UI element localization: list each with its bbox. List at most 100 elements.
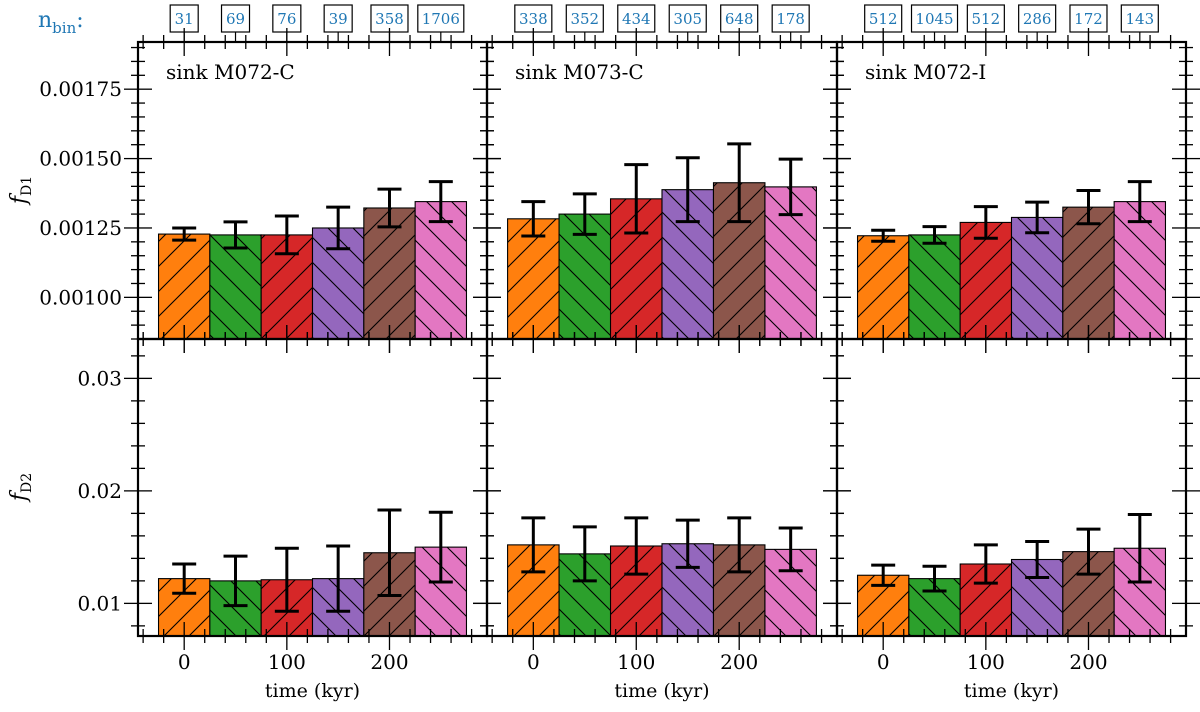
bar bbox=[558, 553, 612, 637]
error-bar bbox=[727, 516, 752, 574]
nbin-label: nbin: bbox=[38, 8, 84, 37]
nbin-box: 434 bbox=[617, 4, 656, 42]
nbin-box: 1045 bbox=[910, 4, 959, 42]
error-bar bbox=[521, 200, 546, 238]
x-tick-label: 100 bbox=[967, 650, 1005, 674]
bar-hatch bbox=[1113, 547, 1167, 637]
error-bar bbox=[778, 526, 803, 573]
bar bbox=[712, 544, 766, 637]
y-tick-label: 0.02 bbox=[77, 479, 122, 503]
nbin-value: 172 bbox=[1074, 10, 1103, 28]
nbin-box-frame bbox=[910, 4, 959, 33]
y-tick-label: 0.01 bbox=[77, 591, 122, 615]
error-bar bbox=[727, 142, 752, 224]
bar-hatch bbox=[1010, 216, 1064, 340]
y-tick-label: 0.00150 bbox=[39, 147, 122, 171]
nbin-box: 39 bbox=[323, 4, 353, 42]
panel-fD1-1: sink M073-C bbox=[473, 28, 851, 353]
error-bar bbox=[521, 516, 546, 574]
error-bar bbox=[778, 157, 803, 217]
error-bar bbox=[1127, 180, 1152, 224]
bar bbox=[507, 218, 560, 340]
x-tick-label: 100 bbox=[617, 650, 655, 674]
nbin-value: 648 bbox=[725, 10, 754, 28]
nbin-box-frame bbox=[864, 4, 903, 33]
nbin-box: 338 bbox=[514, 4, 553, 42]
nbin-box-frame bbox=[1120, 4, 1159, 33]
error-bar bbox=[572, 192, 597, 236]
bar-hatch bbox=[908, 234, 961, 340]
error-bar bbox=[871, 563, 896, 587]
bar bbox=[764, 548, 817, 637]
error-bar bbox=[871, 228, 896, 243]
panel-title: sink M073-C bbox=[515, 60, 644, 84]
nbin-value: 434 bbox=[622, 10, 651, 28]
error-bar bbox=[377, 187, 402, 229]
nbin-value: 39 bbox=[329, 10, 348, 28]
panel-fD2-1 bbox=[473, 325, 851, 650]
y-axis-label-sub: D2 bbox=[19, 473, 35, 493]
panel-fD2-2 bbox=[823, 325, 1200, 650]
bar bbox=[414, 201, 468, 340]
bar-hatch bbox=[1113, 201, 1167, 340]
nbin-value: 358 bbox=[375, 10, 404, 28]
x-axis-label: time (kyr) bbox=[964, 680, 1059, 702]
bar-hatch bbox=[414, 201, 468, 340]
y-tick-label: 0.00125 bbox=[39, 216, 122, 240]
nbin-box: 305 bbox=[668, 4, 707, 42]
bar bbox=[414, 546, 468, 637]
x-tick-label: 200 bbox=[720, 650, 758, 674]
panel-title: sink M072-C bbox=[166, 60, 295, 84]
nbin-value: 512 bbox=[972, 10, 1001, 28]
error-bar bbox=[922, 564, 947, 593]
bar bbox=[558, 213, 612, 340]
bar-hatch bbox=[209, 234, 262, 340]
nbin-value: 69 bbox=[226, 10, 245, 28]
nbin-box-frame bbox=[370, 4, 409, 33]
error-bar bbox=[675, 156, 700, 224]
x-axis-labels: 0 100 200 time (kyr) 0 100 200 time (kyr) 0 100 20… bbox=[178, 650, 1108, 702]
bar-hatch bbox=[856, 235, 910, 340]
x-tick-label: 0 bbox=[527, 650, 540, 674]
x-tick-label: 0 bbox=[178, 650, 191, 674]
nbin-box: 358 bbox=[370, 4, 409, 42]
error-bar bbox=[274, 546, 299, 613]
panel-fD1-2: sink M072-I bbox=[823, 28, 1200, 353]
nbin-value: 286 bbox=[1023, 10, 1052, 28]
panels: 0.00100 0.00125 0.00150 0.00175 sink M072-C 0… bbox=[39, 28, 1200, 650]
y-tick-label: 0.03 bbox=[77, 366, 122, 390]
nbin-value: 512 bbox=[869, 10, 898, 28]
nbin-box-frame bbox=[417, 4, 465, 33]
error-bar bbox=[428, 180, 453, 224]
error-bar bbox=[675, 518, 700, 569]
nbin-box-frame bbox=[1018, 4, 1057, 33]
y-tick-label: 0.00175 bbox=[39, 77, 122, 101]
y-tick-label: 0.00100 bbox=[39, 285, 122, 309]
nbin-box: 648 bbox=[720, 4, 759, 42]
nbin-box: 172 bbox=[1069, 4, 1108, 42]
error-bar bbox=[973, 205, 998, 240]
nbin-box: 178 bbox=[771, 4, 810, 42]
nbin-box-frame bbox=[966, 4, 1005, 33]
bar bbox=[609, 198, 663, 340]
nbin-box: 69 bbox=[220, 4, 251, 42]
x-axis-label: time (kyr) bbox=[614, 680, 709, 702]
error-bar bbox=[1025, 200, 1050, 235]
bar bbox=[908, 234, 961, 340]
error-bar bbox=[274, 214, 299, 256]
nbin-value: 31 bbox=[175, 10, 194, 28]
bar-hatch bbox=[157, 233, 211, 340]
bar bbox=[1113, 201, 1167, 340]
panel-fD2-0: 0.01 0.02 0.03 bbox=[77, 325, 501, 650]
panel-title: sink M072-I bbox=[865, 60, 986, 84]
nbin-box-frame bbox=[617, 4, 656, 33]
x-tick-label: 200 bbox=[1069, 650, 1107, 674]
nbin-box-frame bbox=[565, 4, 604, 33]
error-bar bbox=[1127, 513, 1152, 584]
nbin-header: nbin: 31 69 76 39 358 1706 338 352 434 305 648 178 5… bbox=[38, 4, 1159, 42]
x-tick-label: 100 bbox=[268, 650, 306, 674]
bar-hatch bbox=[959, 221, 1013, 340]
error-bar bbox=[1076, 189, 1101, 226]
x-tick-label: 0 bbox=[877, 650, 890, 674]
